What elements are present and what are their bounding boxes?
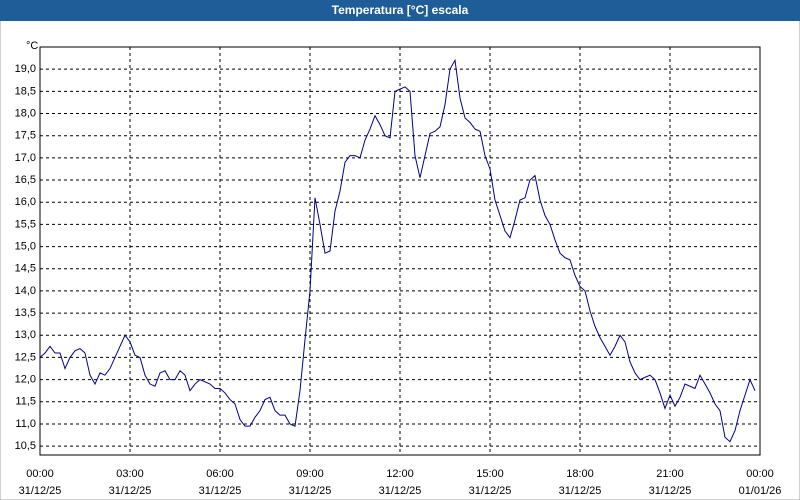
y-tick-label: 10,5: [15, 440, 36, 452]
x-tick-label: 06:00: [206, 468, 234, 480]
y-tick-label: 12,0: [15, 374, 36, 386]
y-tick-label: 18,0: [15, 107, 36, 119]
x-tick-date: 31/12/25: [379, 485, 422, 497]
chart-title: Temperatura [°C] escala: [332, 3, 469, 17]
y-tick-label: 13,5: [15, 307, 36, 319]
y-tick-label: 14,0: [15, 285, 36, 297]
x-tick-date: 31/12/25: [469, 485, 512, 497]
x-tick-label: 03:00: [116, 468, 144, 480]
y-tick-label: 19,0: [15, 63, 36, 75]
y-tick-label: 15,5: [15, 218, 36, 230]
x-tick-date: 31/12/25: [19, 485, 62, 497]
y-tick-label: 14,5: [15, 263, 36, 275]
x-tick-date: 31/12/25: [109, 485, 152, 497]
x-tick-label: 21:00: [656, 468, 684, 480]
x-tick-label: 12:00: [386, 468, 414, 480]
y-unit: °C: [26, 40, 38, 52]
x-tick-date: 31/12/25: [289, 485, 332, 497]
y-tick-label: 17,5: [15, 130, 36, 142]
x-tick-date: 31/12/25: [199, 485, 242, 497]
y-tick-label: 12,5: [15, 351, 36, 363]
temperature-line: [39, 58, 756, 443]
y-tick-label: 15,0: [15, 240, 36, 252]
y-tick-label: 16,0: [15, 196, 36, 208]
y-tick-label: 13,0: [15, 329, 36, 341]
y-tick-label: 17,0: [15, 152, 36, 164]
y-tick-label: 16,5: [15, 174, 36, 186]
y-tick-label: 11,0: [15, 418, 36, 430]
title-bar: [0, 0, 800, 21]
x-tick-date: 31/12/25: [649, 485, 692, 497]
x-tick-label: 18:00: [566, 468, 594, 480]
x-tick-label: 09:00: [296, 468, 324, 480]
x-tick-label: 00:00: [746, 468, 774, 480]
y-tick-label: 18,5: [15, 85, 36, 97]
x-tick-date: 01/01/26: [739, 485, 782, 497]
x-tick-label: 00:00: [26, 468, 54, 480]
y-tick-label: 11,5: [15, 396, 36, 408]
x-tick-date: 31/12/25: [559, 485, 602, 497]
x-tick-label: 15:00: [476, 468, 504, 480]
